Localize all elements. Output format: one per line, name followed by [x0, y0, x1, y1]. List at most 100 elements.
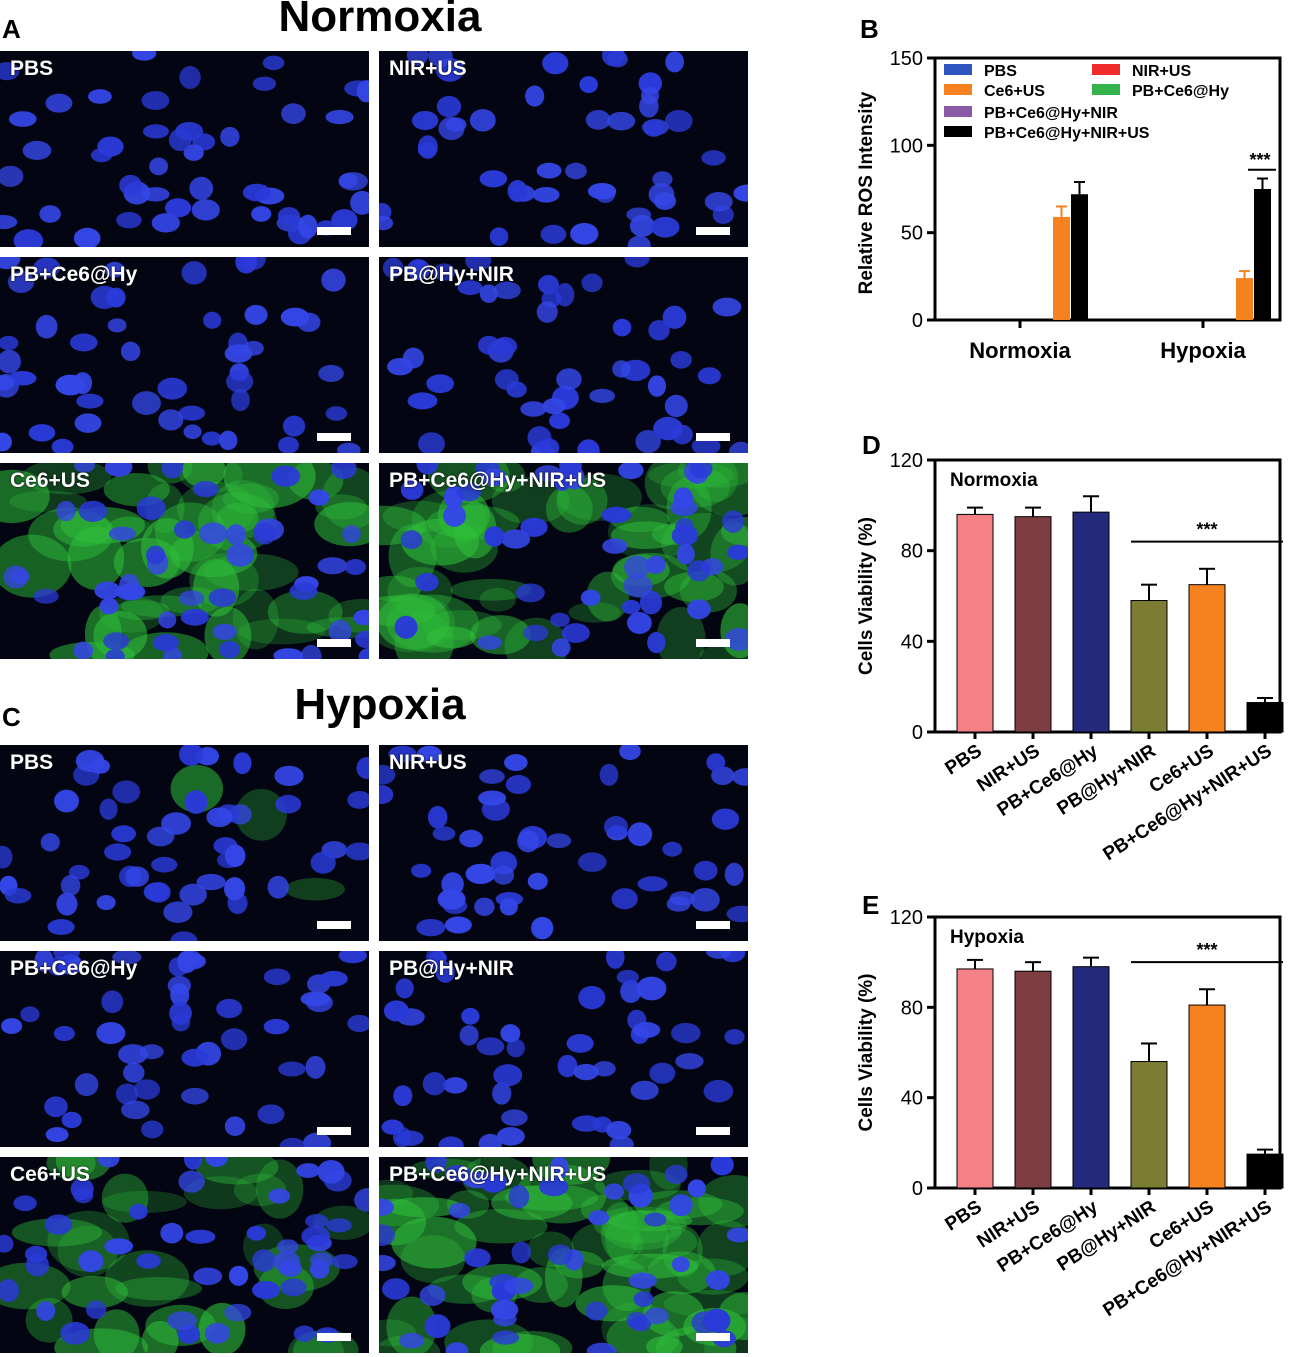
scale-bar [317, 227, 351, 235]
micrograph-tile: PB+Ce6@Hy+NIR+US [379, 1157, 748, 1353]
legend-swatch [944, 126, 972, 137]
nucleus [164, 198, 192, 218]
nucleus [104, 1238, 134, 1255]
micrograph-texture [379, 51, 748, 247]
nucleus [407, 392, 438, 410]
cytoplasm-fluorescence [379, 1184, 440, 1227]
nucleus [244, 304, 268, 325]
nucleus [515, 583, 545, 603]
cytoplasm-fluorescence [379, 595, 436, 627]
cytoplasm-fluorescence [55, 1157, 111, 1181]
nucleus [733, 184, 748, 202]
nucleus [181, 1087, 209, 1105]
nucleus [76, 393, 104, 409]
nucleus [108, 526, 136, 541]
nucleus [0, 1234, 14, 1253]
nucleus [382, 1278, 410, 1300]
cytoplasm-fluorescence [321, 466, 369, 530]
nucleus [411, 110, 439, 131]
nucleus [670, 499, 698, 517]
panel-letter-b: B [860, 14, 879, 44]
panel-letter-c: C [2, 702, 21, 732]
chart-title: Hypoxia [950, 927, 1024, 948]
scale-bar [696, 921, 730, 929]
nucleus [331, 209, 358, 232]
nucleus [435, 961, 455, 983]
nucleus [112, 780, 141, 804]
nucleus [504, 754, 528, 771]
nucleus [415, 572, 439, 592]
cytoplasm-fluorescence [46, 1157, 96, 1180]
nucleus [224, 1116, 246, 1137]
nucleus [296, 1163, 321, 1178]
nucleus [103, 632, 130, 650]
nucleus [505, 775, 532, 794]
bar [1188, 584, 1226, 733]
cytoplasm-fluorescence [115, 1276, 202, 1301]
nucleus [622, 1173, 651, 1194]
nucleus [443, 1077, 468, 1094]
nucleus [353, 609, 369, 626]
nucleus [400, 530, 423, 550]
nucleus [644, 1212, 667, 1227]
bar [1254, 189, 1271, 320]
nucleus [675, 1053, 704, 1070]
nucleus [710, 1157, 734, 1176]
nucleus [538, 438, 560, 453]
nucleus [580, 589, 601, 606]
nucleus [220, 1028, 248, 1051]
nucleus [47, 956, 70, 977]
nucleus [0, 165, 24, 187]
nucleus [88, 89, 112, 104]
micrograph-tile: PB+Ce6@Hy [0, 951, 369, 1147]
micrograph-label: PB@Hy+NIR [389, 263, 514, 286]
cytoplasm-fluorescence [656, 607, 706, 659]
nucleus [73, 641, 94, 659]
nucleus [151, 213, 180, 233]
nucleus [540, 224, 567, 244]
nucleus [252, 1281, 280, 1300]
micrograph-texture [379, 463, 748, 659]
nucleus [589, 388, 616, 404]
nucleus [74, 1073, 99, 1097]
nucleus [478, 1133, 502, 1147]
cytoplasm-fluorescence [643, 1291, 705, 1337]
nucleus [626, 1311, 648, 1329]
y-tick-label: 40 [901, 1088, 923, 1110]
nucleus [305, 1214, 329, 1229]
x-tick-label: Normoxia [969, 338, 1071, 363]
nucleus [69, 333, 98, 352]
nucleus [648, 183, 675, 206]
nucleus [178, 405, 206, 421]
nucleus [402, 347, 424, 369]
nucleus [163, 901, 193, 923]
nucleus [690, 887, 720, 912]
nucleus [531, 916, 554, 940]
nucleus [578, 985, 606, 1010]
nucleus [671, 1022, 701, 1044]
legend-label: PB+Ce6@Hy+NIR [984, 105, 1118, 122]
cytoplasm-fluorescence [379, 575, 422, 602]
nucleus [437, 889, 466, 910]
nucleus [263, 968, 291, 986]
cytoplasm-fluorescence [102, 1190, 187, 1213]
nucleus [581, 273, 603, 293]
nucleus [158, 409, 184, 431]
nucleus [550, 612, 570, 627]
y-tick-label: 120 [890, 450, 923, 472]
nucleus [224, 844, 246, 868]
micrograph-label: PB+Ce6@Hy+NIR+US [389, 1163, 607, 1186]
nucleus [501, 1109, 528, 1127]
bar [1071, 194, 1088, 320]
micrograph-texture [379, 745, 748, 940]
nucleus [78, 500, 108, 522]
nucleus [712, 297, 742, 317]
nucleus [432, 826, 456, 841]
scale-bar [696, 1127, 730, 1135]
nucleus [277, 1239, 299, 1254]
cytoplasm-fluorescence [664, 571, 724, 603]
nucleus [278, 1061, 306, 1077]
cytoplasm-fluorescence [170, 764, 224, 813]
micrograph-tile: PB@Hy+NIR [379, 257, 748, 453]
nucleus [54, 789, 79, 813]
